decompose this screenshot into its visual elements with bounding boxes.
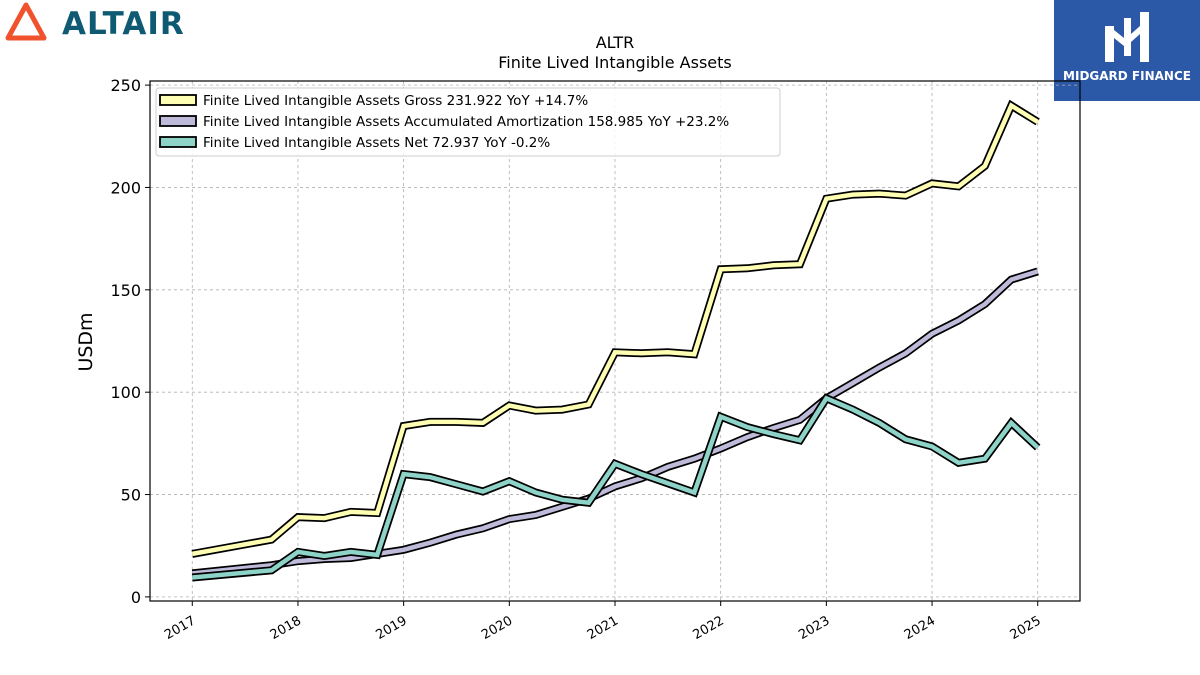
y-tick-label: 50	[121, 486, 141, 505]
chart-subtitle: Finite Lived Intangible Assets	[498, 53, 731, 72]
legend-label: Finite Lived Intangible Assets Net 72.93…	[203, 135, 550, 151]
legend-label: Finite Lived Intangible Assets Accumulat…	[203, 114, 729, 130]
axis-ticks: 0 50 100 150 200 250 2017 2018 2019 2020 2021 2022 2…	[110, 76, 1043, 643]
legend: Finite Lived Intangible Assets Gross 231…	[155, 87, 781, 157]
midgard-monogram-icon	[1105, 12, 1149, 62]
partner-name: MIDGARD FINANCE	[1063, 69, 1191, 83]
y-tick-label: 100	[110, 383, 141, 402]
x-tick-label: 2022	[691, 613, 727, 643]
x-tick-label: 2017	[162, 613, 198, 643]
x-tick-label: 2025	[1008, 613, 1044, 643]
legend-box	[155, 87, 781, 157]
series-line-gross	[191, 102, 1039, 557]
x-tick-label: 2024	[902, 613, 938, 643]
legend-swatch	[159, 94, 197, 106]
y-tick-label: 200	[110, 178, 141, 197]
y-tick-label: 0	[131, 588, 141, 607]
y-axis-label: USDm	[75, 312, 97, 371]
altair-triangle-icon	[5, 2, 47, 41]
legend-label: Finite Lived Intangible Assets Gross 231…	[203, 93, 588, 109]
x-tick-label: 2019	[373, 613, 409, 643]
y-tick-label: 150	[110, 281, 141, 300]
chart-title: ALTR	[596, 33, 635, 52]
brand-logo: ALTAIR	[4, 2, 204, 44]
x-tick-label: 2020	[479, 613, 515, 643]
series-layer	[191, 99, 1041, 582]
legend-swatch	[159, 136, 197, 148]
x-tick-label: 2021	[585, 613, 621, 643]
series-line-net	[192, 395, 1040, 580]
y-tick-label: 250	[110, 76, 141, 95]
partner-logo: MIDGARD FINANCE	[1054, 0, 1200, 101]
x-tick-label: 2023	[796, 613, 832, 643]
brand-name: ALTAIR	[62, 6, 185, 42]
x-tick-label: 2018	[268, 613, 304, 643]
legend-swatch	[159, 115, 197, 127]
